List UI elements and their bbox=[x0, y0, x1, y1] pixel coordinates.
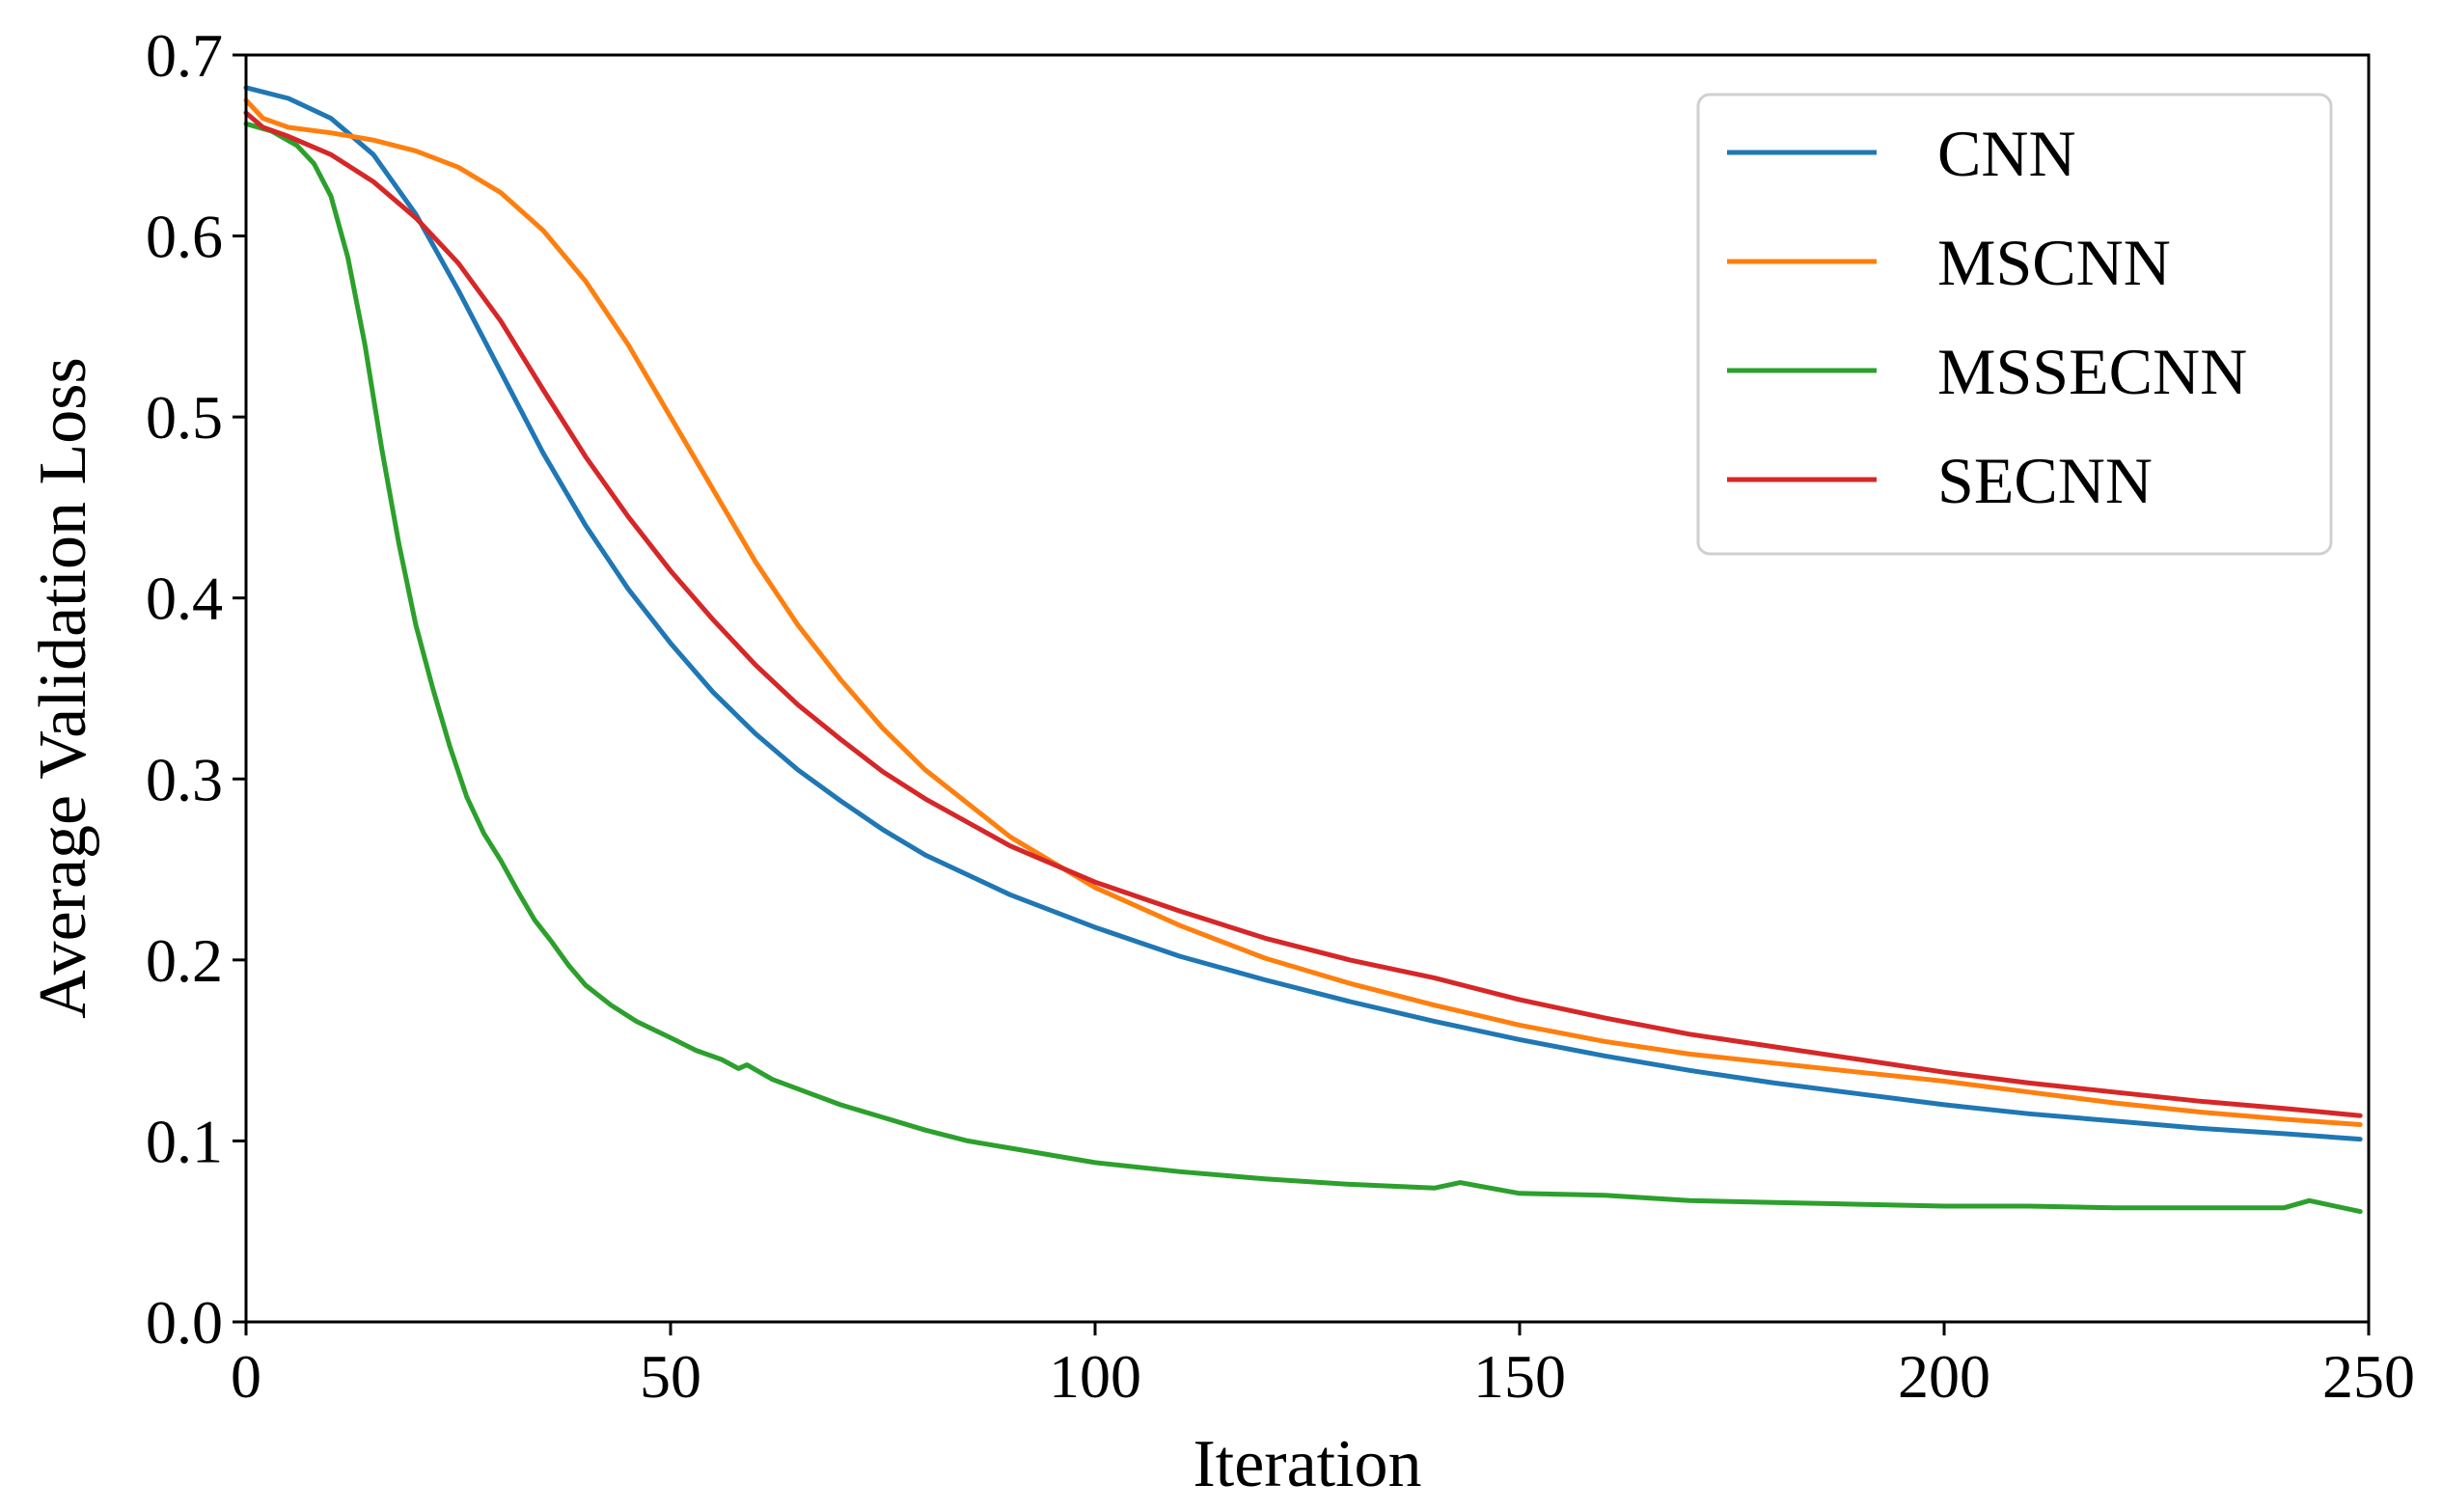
y-axis: 0.0 0.1 0.2 0.3 0.4 0.5 0.6 0.7 bbox=[146, 21, 246, 1357]
x-tick-label: 250 bbox=[2322, 1342, 2415, 1411]
legend-box bbox=[1696, 93, 2333, 556]
x-tick-label: 100 bbox=[1049, 1342, 1141, 1411]
legend-label-cnn: CNN bbox=[1937, 117, 2076, 190]
y-axis-label: Average Validation Loss bbox=[26, 357, 100, 1019]
y-tick-label: 0.7 bbox=[146, 21, 223, 90]
y-tick-label: 0.3 bbox=[146, 745, 223, 813]
y-tick-label: 0.4 bbox=[146, 564, 223, 633]
y-tick-label: 0.2 bbox=[146, 926, 223, 995]
y-tick-label: 0.5 bbox=[146, 383, 223, 452]
legend-label-mscnn: MSCNN bbox=[1937, 226, 2171, 299]
series-line-cnn bbox=[243, 85, 2363, 1142]
series-line-secnn bbox=[243, 110, 2363, 1118]
y-tick-label: 0.0 bbox=[146, 1288, 223, 1357]
y-tick-label: 0.6 bbox=[146, 203, 223, 271]
legend: CNN MSCNN MSSECNN SECNN bbox=[1696, 93, 2333, 556]
series-line-mssecnn bbox=[243, 121, 2363, 1215]
x-axis-label: Iteration bbox=[1193, 1427, 1421, 1501]
x-tick-label: 200 bbox=[1898, 1342, 1990, 1411]
legend-label-mssecnn: MSSECNN bbox=[1937, 335, 2247, 408]
x-tick-label: 150 bbox=[1473, 1342, 1566, 1411]
legend-label-secnn: SECNN bbox=[1937, 444, 2153, 517]
x-axis: 0 50 100 150 200 250 bbox=[231, 1322, 2415, 1411]
series-layer bbox=[243, 85, 2363, 1215]
series-line-mscnn bbox=[243, 97, 2363, 1127]
x-tick-label: 50 bbox=[640, 1342, 701, 1411]
x-tick-label: 0 bbox=[231, 1342, 261, 1411]
y-tick-label: 0.1 bbox=[146, 1107, 223, 1175]
plot-frame bbox=[244, 53, 2371, 1324]
